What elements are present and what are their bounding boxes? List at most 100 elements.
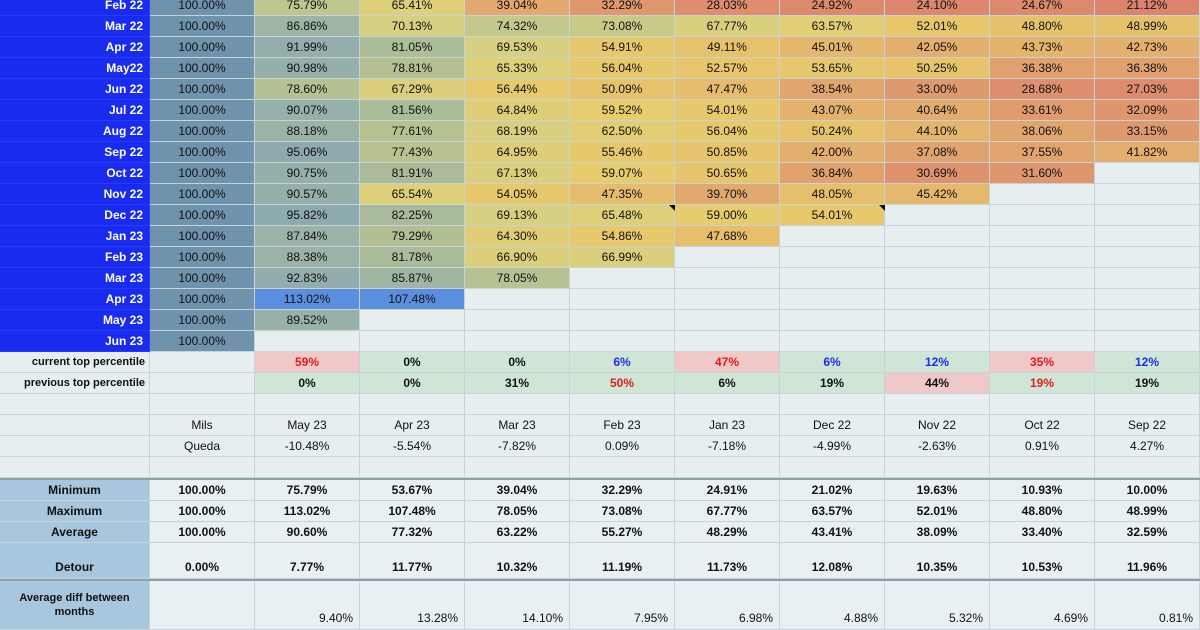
- cohort-row-label[interactable]: Feb 22: [0, 0, 150, 16]
- cohort-cell[interactable]: 62.50%: [570, 121, 675, 142]
- cohort-cell[interactable]: 95.06%: [255, 142, 360, 163]
- cohort-cell[interactable]: 37.08%: [885, 142, 990, 163]
- empty-cell[interactable]: [465, 289, 570, 310]
- spacer-cell[interactable]: [570, 457, 675, 478]
- stat-cell[interactable]: 12.08%: [780, 543, 885, 579]
- empty-cell[interactable]: [675, 331, 780, 352]
- stat-label[interactable]: Maximum: [0, 501, 150, 522]
- stat-cell[interactable]: 10.35%: [885, 543, 990, 579]
- cohort-cell[interactable]: 81.56%: [360, 100, 465, 121]
- empty-cell[interactable]: [885, 310, 990, 331]
- empty-cell[interactable]: [990, 268, 1095, 289]
- cohort-cell[interactable]: 43.07%: [780, 100, 885, 121]
- spacer-cell[interactable]: [465, 394, 570, 415]
- cohort-cell[interactable]: 90.07%: [255, 100, 360, 121]
- stat-cell[interactable]: 4.69%: [990, 581, 1095, 630]
- cohort-cell[interactable]: 33.00%: [885, 79, 990, 100]
- cohort-cell[interactable]: 74.32%: [465, 16, 570, 37]
- cohort-cell[interactable]: 64.95%: [465, 142, 570, 163]
- mils-month[interactable]: Nov 22: [885, 415, 990, 436]
- stat-cell[interactable]: 7.77%: [255, 543, 360, 579]
- empty-cell[interactable]: [990, 247, 1095, 268]
- stat-cell[interactable]: 48.99%: [1095, 501, 1200, 522]
- percentile-cell[interactable]: [150, 373, 255, 394]
- stat-cell[interactable]: 100.00%: [150, 522, 255, 543]
- empty-cell[interactable]: [255, 331, 360, 352]
- empty-cell[interactable]: [885, 226, 990, 247]
- cohort-cell[interactable]: 65.41%: [360, 0, 465, 16]
- cohort-cell[interactable]: 54.01%: [675, 100, 780, 121]
- percentile-label[interactable]: current top percentile: [0, 352, 150, 373]
- cohort-cell[interactable]: 48.05%: [780, 184, 885, 205]
- stat-cell[interactable]: 55.27%: [570, 522, 675, 543]
- spacer-cell[interactable]: [0, 394, 150, 415]
- cohort-cell[interactable]: 36.38%: [1095, 58, 1200, 79]
- spacer-cell[interactable]: [885, 457, 990, 478]
- stat-cell[interactable]: 39.04%: [465, 480, 570, 501]
- cohort-cell[interactable]: 47.47%: [675, 79, 780, 100]
- spacer-cell[interactable]: [990, 457, 1095, 478]
- cohort-cell[interactable]: 24.10%: [885, 0, 990, 16]
- empty-cell[interactable]: [885, 268, 990, 289]
- cohort-cell[interactable]: 24.67%: [990, 0, 1095, 16]
- stat-cell[interactable]: 11.19%: [570, 543, 675, 579]
- cohort-cell[interactable]: 100.00%: [150, 37, 255, 58]
- cohort-cell[interactable]: 63.57%: [780, 16, 885, 37]
- cohort-cell[interactable]: 90.57%: [255, 184, 360, 205]
- mils-month[interactable]: May 23: [255, 415, 360, 436]
- percentile-cell[interactable]: 50%: [570, 373, 675, 394]
- empty-cell[interactable]: [675, 289, 780, 310]
- stat-cell[interactable]: 0.00%: [150, 543, 255, 579]
- cohort-row-label[interactable]: Oct 22: [0, 163, 150, 184]
- empty-cell[interactable]: [780, 289, 885, 310]
- cohort-cell[interactable]: 24.92%: [780, 0, 885, 16]
- mils-diff[interactable]: -10.48%: [255, 436, 360, 457]
- stat-cell[interactable]: 100.00%: [150, 501, 255, 522]
- cohort-cell[interactable]: 73.08%: [570, 16, 675, 37]
- empty-cell[interactable]: [360, 331, 465, 352]
- empty-cell[interactable]: [1095, 205, 1200, 226]
- stat-cell[interactable]: 19.63%: [885, 480, 990, 501]
- spacer-cell[interactable]: [150, 457, 255, 478]
- stat-cell[interactable]: 21.02%: [780, 480, 885, 501]
- percentile-cell[interactable]: 12%: [1095, 352, 1200, 373]
- cohort-cell[interactable]: 90.98%: [255, 58, 360, 79]
- cohort-cell[interactable]: 50.85%: [675, 142, 780, 163]
- stat-cell[interactable]: 53.67%: [360, 480, 465, 501]
- cohort-cell[interactable]: 48.99%: [1095, 16, 1200, 37]
- cohort-cell[interactable]: 90.75%: [255, 163, 360, 184]
- cohort-cell[interactable]: 100.00%: [150, 331, 255, 352]
- stat-cell[interactable]: 7.95%: [570, 581, 675, 630]
- stat-cell[interactable]: 33.40%: [990, 522, 1095, 543]
- stat-cell[interactable]: 90.60%: [255, 522, 360, 543]
- cohort-cell[interactable]: 59.00%: [675, 205, 780, 226]
- stat-cell[interactable]: 78.05%: [465, 501, 570, 522]
- spacer-cell[interactable]: [150, 394, 255, 415]
- cohort-cell[interactable]: 56.04%: [570, 58, 675, 79]
- empty-cell[interactable]: [570, 310, 675, 331]
- cohort-cell[interactable]: 54.91%: [570, 37, 675, 58]
- percentile-cell[interactable]: 47%: [675, 352, 780, 373]
- cohort-row-label[interactable]: Apr 22: [0, 37, 150, 58]
- stat-cell[interactable]: 32.29%: [570, 480, 675, 501]
- cohort-cell[interactable]: 88.38%: [255, 247, 360, 268]
- percentile-cell[interactable]: 19%: [780, 373, 885, 394]
- stat-label[interactable]: Detour: [0, 543, 150, 579]
- empty-cell[interactable]: [990, 205, 1095, 226]
- spacer-cell[interactable]: [255, 457, 360, 478]
- empty-cell[interactable]: [675, 310, 780, 331]
- percentile-cell[interactable]: 0%: [255, 373, 360, 394]
- cohort-cell[interactable]: 38.06%: [990, 121, 1095, 142]
- stat-cell[interactable]: 100.00%: [150, 480, 255, 501]
- empty-cell[interactable]: [990, 331, 1095, 352]
- cohort-cell[interactable]: 55.46%: [570, 142, 675, 163]
- cohort-cell[interactable]: 86.86%: [255, 16, 360, 37]
- cohort-cell[interactable]: 48.80%: [990, 16, 1095, 37]
- empty-cell[interactable]: [885, 289, 990, 310]
- spacer-cell[interactable]: [885, 394, 990, 415]
- cohort-cell[interactable]: 81.91%: [360, 163, 465, 184]
- empty-cell[interactable]: [990, 289, 1095, 310]
- cohort-cell[interactable]: 78.60%: [255, 79, 360, 100]
- cohort-cell[interactable]: 67.29%: [360, 79, 465, 100]
- cohort-cell[interactable]: 32.29%: [570, 0, 675, 16]
